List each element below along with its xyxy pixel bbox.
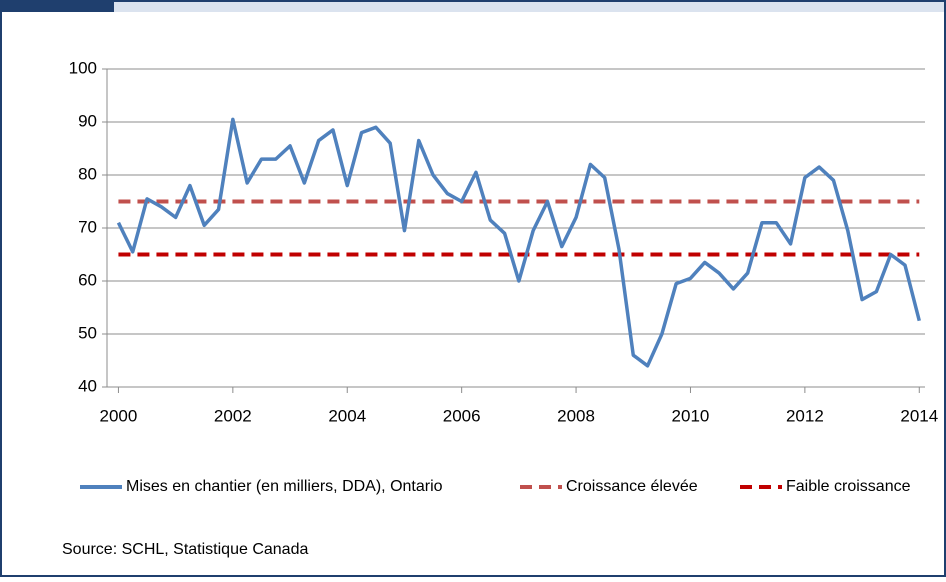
- legend-label: Mises en chantier (en milliers, DDA), On…: [126, 478, 443, 495]
- x-tick-label: 2012: [786, 406, 824, 425]
- legend-label: Croissance élevée: [566, 478, 698, 495]
- y-tick-label: 100: [69, 58, 97, 77]
- y-tick-label: 40: [78, 376, 97, 395]
- y-tick-label: 90: [78, 111, 97, 130]
- x-tick-label: 2014: [900, 406, 938, 425]
- series-line: [116, 117, 921, 368]
- y-tick-label: 50: [78, 323, 97, 342]
- x-tick-label: 2006: [443, 406, 481, 425]
- y-tick-label: 70: [78, 217, 97, 236]
- y-tick-label: 80: [78, 164, 97, 183]
- x-tick-label: 2002: [214, 406, 252, 425]
- x-tick-label: 2010: [672, 406, 710, 425]
- header-tab: [2, 2, 114, 12]
- x-tick-label: 2004: [328, 406, 366, 425]
- legend-label: Faible croissance: [786, 478, 911, 495]
- header-band: [2, 2, 944, 12]
- source-note: Source: SCHL, Statistique Canada: [62, 541, 308, 558]
- x-tick-label: 2008: [557, 406, 595, 425]
- x-tick-label: 2000: [100, 406, 138, 425]
- y-tick-label: 60: [78, 270, 97, 289]
